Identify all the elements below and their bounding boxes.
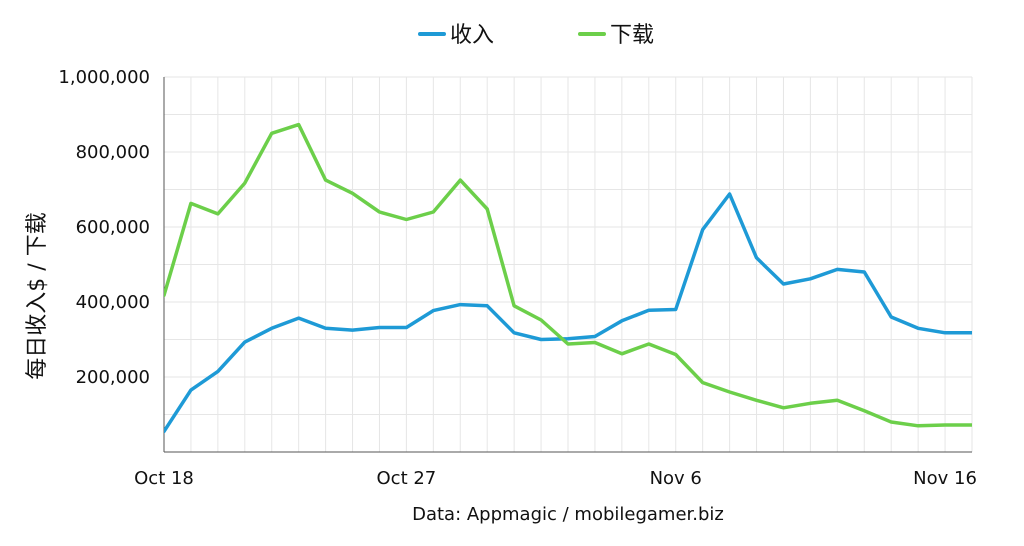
tick-labels: 200,000 400,000 600,000 800,000 1,000,000 Oct… (58, 67, 977, 489)
axes (163, 77, 972, 453)
source-note: Data: Appmagic / mobilegamer.biz (412, 504, 724, 525)
y-tick-label: 600,000 (76, 217, 150, 238)
y-axis-title: 每日收入$ / 下载 (25, 212, 50, 379)
x-tick-label: Nov 16 (913, 468, 977, 489)
series-line-revenue (164, 192, 972, 434)
y-tick-label: 1,000,000 (58, 67, 150, 88)
y-tick-label: 200,000 (76, 367, 150, 388)
x-tick-label: Oct 18 (134, 468, 194, 489)
y-tick-label: 400,000 (76, 292, 150, 313)
legend-item-revenue[interactable]: 收入 (418, 23, 494, 48)
legend-label-revenue: 收入 (450, 23, 494, 48)
y-tick-label: 800,000 (76, 142, 150, 163)
legend-item-downloads[interactable]: 下载 (578, 23, 654, 48)
legend: 收入 下载 (418, 23, 654, 48)
grid (163, 76, 973, 452)
series-lines (164, 122, 972, 434)
x-tick-label: Oct 27 (377, 468, 437, 489)
x-tick-label: Nov 6 (650, 468, 702, 489)
series-line-downloads (164, 122, 972, 428)
legend-label-downloads: 下载 (610, 23, 654, 48)
